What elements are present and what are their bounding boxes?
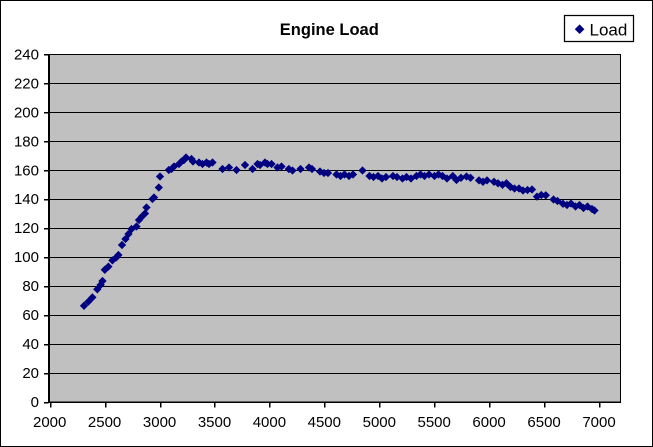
- svg-text:6000: 6000: [472, 414, 505, 431]
- svg-text:120: 120: [14, 220, 39, 237]
- svg-text:180: 180: [14, 133, 39, 150]
- svg-text:3000: 3000: [143, 414, 176, 431]
- svg-text:140: 140: [14, 191, 39, 208]
- svg-text:6500: 6500: [527, 414, 560, 431]
- svg-text:80: 80: [22, 278, 39, 295]
- svg-text:100: 100: [14, 249, 39, 266]
- svg-text:240: 240: [14, 46, 39, 63]
- svg-text:5000: 5000: [363, 414, 396, 431]
- svg-text:Engine Load: Engine Load: [280, 21, 379, 39]
- svg-text:3500: 3500: [198, 414, 231, 431]
- svg-text:40: 40: [22, 336, 39, 353]
- svg-text:160: 160: [14, 162, 39, 179]
- svg-text:4000: 4000: [253, 414, 286, 431]
- svg-text:20: 20: [22, 365, 39, 382]
- svg-text:Load: Load: [590, 21, 628, 40]
- svg-text:60: 60: [22, 307, 39, 324]
- svg-text:4500: 4500: [308, 414, 341, 431]
- svg-text:2000: 2000: [33, 414, 66, 431]
- svg-text:5500: 5500: [418, 414, 451, 431]
- svg-text:220: 220: [14, 75, 39, 92]
- svg-text:200: 200: [14, 104, 39, 121]
- svg-text:7000: 7000: [582, 414, 615, 431]
- svg-text:2500: 2500: [88, 414, 121, 431]
- svg-text:0: 0: [31, 394, 39, 411]
